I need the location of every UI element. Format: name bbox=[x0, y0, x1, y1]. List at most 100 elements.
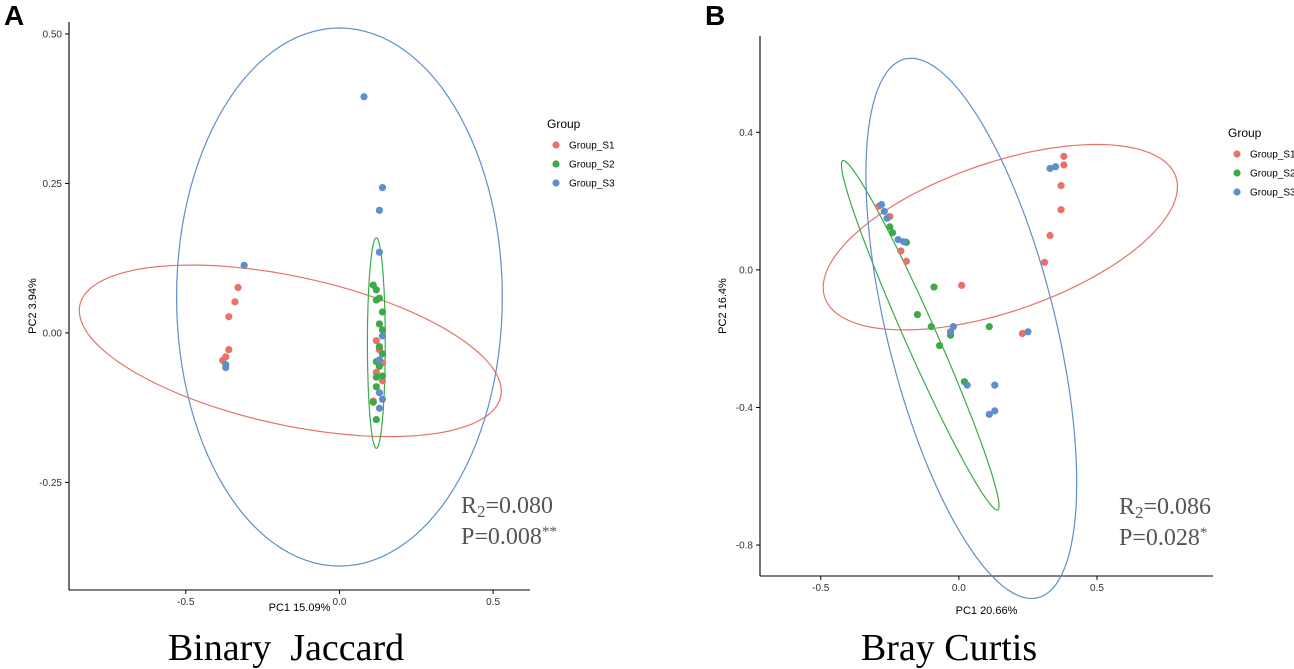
legend-label: Group_S2 bbox=[569, 160, 615, 171]
data-point-group-s3 bbox=[991, 381, 999, 389]
data-point-group-s2 bbox=[375, 320, 384, 328]
data-point-group-s3 bbox=[883, 214, 891, 222]
data-point-group-s2 bbox=[888, 229, 897, 237]
legend-title: Group bbox=[547, 117, 581, 131]
r2-annotation: R2=0.086 bbox=[1119, 494, 1211, 522]
r2-annotation: R2=0.080 bbox=[461, 493, 553, 521]
data-point-group-s1 bbox=[1040, 258, 1049, 266]
y-tick-label: -0.4 bbox=[736, 403, 754, 414]
data-point-group-s2 bbox=[927, 323, 935, 331]
x-tick-label: 0.0 bbox=[333, 597, 347, 608]
data-point-group-s3 bbox=[375, 206, 384, 214]
legend-label: Group_S2 bbox=[1250, 169, 1294, 180]
data-point-group-s1 bbox=[958, 281, 966, 289]
confidence-ellipse-group-s3 bbox=[865, 57, 1078, 600]
data-point-group-s3 bbox=[946, 328, 955, 336]
data-point-group-s2 bbox=[375, 343, 384, 351]
data-point-group-s3 bbox=[240, 261, 248, 269]
data-point-group-s2 bbox=[372, 296, 380, 304]
legend-label: Group_S3 bbox=[569, 179, 615, 190]
y-tick-label: -0.25 bbox=[39, 478, 62, 489]
data-point-group-s3 bbox=[877, 200, 886, 209]
data-point-group-s3 bbox=[378, 184, 387, 192]
legend: Group Group_S1 Group_S2 Group_S3 bbox=[1228, 126, 1294, 199]
data-point-group-s2 bbox=[372, 373, 380, 381]
data-point-group-s2 bbox=[372, 383, 380, 391]
p-value-annotation: P=0.008** bbox=[461, 524, 557, 550]
data-point-group-s2 bbox=[378, 372, 387, 380]
data-point-group-s3 bbox=[1024, 328, 1032, 336]
data-point-group-s1 bbox=[1060, 152, 1068, 160]
data-point-group-s1 bbox=[225, 346, 233, 354]
data-point-group-s3 bbox=[880, 207, 888, 216]
legend-title: Group bbox=[1228, 126, 1262, 140]
confidence-ellipse-group-s1 bbox=[822, 143, 1179, 331]
y-axis-label: PC2 3.94% bbox=[27, 278, 39, 334]
x-tick-label: -0.5 bbox=[177, 597, 195, 608]
data-point-group-s2 bbox=[372, 416, 380, 424]
x-tick-label: -0.5 bbox=[812, 583, 830, 594]
data-point-group-s3 bbox=[378, 395, 387, 403]
y-tick-label: 0.4 bbox=[739, 128, 753, 139]
data-point-group-s1 bbox=[1018, 329, 1027, 338]
data-point-group-s2 bbox=[378, 350, 387, 358]
legend-label: Group_S1 bbox=[1250, 150, 1294, 161]
data-point-group-s3 bbox=[991, 407, 999, 415]
data-point-group-s2 bbox=[378, 326, 387, 334]
legend-marker bbox=[1233, 169, 1241, 177]
data-point-group-s3 bbox=[375, 404, 384, 412]
data-point-group-s2 bbox=[375, 362, 384, 370]
data-point-group-s3 bbox=[1046, 164, 1054, 173]
data-point-group-s1 bbox=[902, 257, 910, 265]
y-tick-label: 0.0 bbox=[739, 265, 753, 276]
data-point-group-s3 bbox=[985, 410, 993, 418]
panel-label-b: B bbox=[705, 0, 725, 31]
data-point-group-s2 bbox=[378, 308, 387, 316]
p-value-annotation: P=0.028* bbox=[1119, 525, 1207, 551]
data-point-group-s2 bbox=[372, 286, 380, 294]
data-point-group-s1 bbox=[1060, 161, 1068, 169]
data-point-group-s3 bbox=[894, 236, 902, 244]
data-point-group-s3 bbox=[222, 363, 230, 372]
x-axis-label: PC1 15.09% bbox=[269, 602, 331, 614]
data-point-group-s2 bbox=[985, 323, 993, 331]
x-axis-label: PC1 20.66% bbox=[956, 605, 1018, 617]
data-point-group-s3 bbox=[378, 332, 387, 340]
panel-a: A -0.5 0.0 0.5 -0.25 0.00 0.25 0.50 PC1 15.09% PC… bbox=[4, 0, 615, 669]
data-point-group-s2 bbox=[369, 398, 377, 406]
data-point-group-s1 bbox=[1057, 182, 1065, 190]
data-point-group-s1 bbox=[225, 313, 233, 321]
legend-marker bbox=[552, 179, 560, 187]
data-point-group-s2 bbox=[935, 341, 944, 350]
x-tick-label: 0.5 bbox=[1090, 583, 1104, 594]
data-point-group-s3 bbox=[360, 93, 368, 101]
panel-label-a: A bbox=[4, 0, 24, 31]
y-axis-label: PC2 16.4% bbox=[717, 278, 729, 334]
data-point-group-s1 bbox=[1046, 231, 1054, 240]
data-point-group-s1 bbox=[231, 298, 239, 306]
chart-caption-a: Binary Jaccard bbox=[168, 627, 404, 669]
data-point-group-s1 bbox=[234, 283, 242, 292]
data-point-group-s1 bbox=[897, 247, 905, 255]
confidence-ellipse-group-s2 bbox=[840, 159, 1000, 511]
y-tick-label: -0.8 bbox=[736, 541, 754, 552]
y-tick-label: 0.25 bbox=[43, 179, 63, 190]
legend-marker bbox=[552, 160, 560, 168]
data-point-group-s1 bbox=[1057, 206, 1065, 214]
y-tick-label: 0.00 bbox=[43, 328, 63, 339]
confidence-ellipse-group-s3 bbox=[175, 27, 503, 567]
legend: Group Group_S1 Group_S2 Group_S3 bbox=[547, 117, 615, 190]
data-point-group-s2 bbox=[913, 310, 922, 319]
legend-marker bbox=[1233, 188, 1241, 196]
y-tick-label: 0.50 bbox=[43, 29, 63, 40]
data-point-group-s3 bbox=[900, 238, 908, 246]
data-point-group-s3 bbox=[1051, 163, 1060, 171]
data-point-group-s3 bbox=[375, 356, 384, 364]
x-tick-label: 0.0 bbox=[952, 583, 966, 594]
x-tick-label: 0.5 bbox=[486, 597, 500, 608]
confidence-ellipse-group-s1 bbox=[78, 264, 502, 438]
data-point-group-s1 bbox=[372, 337, 380, 345]
data-point-group-s3 bbox=[375, 389, 384, 397]
legend-marker bbox=[1233, 150, 1241, 158]
